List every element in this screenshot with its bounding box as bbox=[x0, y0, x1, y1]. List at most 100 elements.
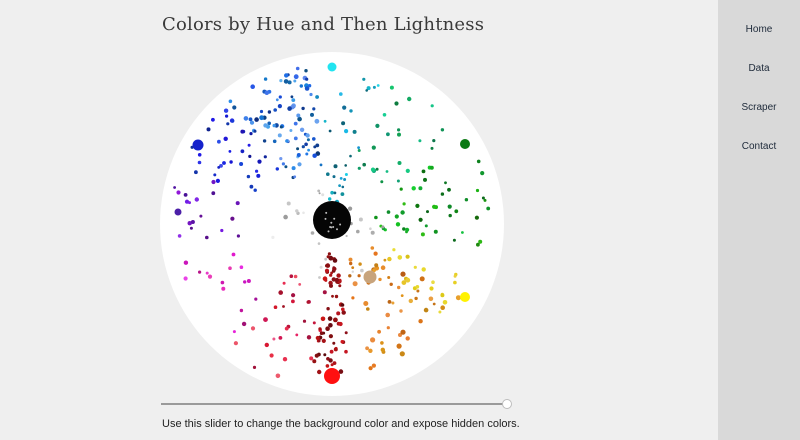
nav-item-home[interactable]: Home bbox=[745, 24, 773, 35]
color-dot bbox=[287, 80, 292, 85]
color-dot bbox=[332, 341, 336, 345]
color-dot bbox=[285, 139, 289, 143]
color-dot bbox=[430, 104, 434, 108]
color-dot bbox=[402, 227, 406, 231]
color-dot bbox=[312, 107, 316, 111]
color-dot bbox=[351, 296, 355, 300]
color-dot bbox=[293, 79, 297, 83]
color-dot bbox=[418, 186, 423, 191]
color-dot bbox=[411, 186, 416, 191]
color-dot bbox=[326, 172, 330, 176]
color-dot bbox=[344, 349, 348, 354]
color-dot bbox=[351, 270, 354, 273]
color-dot bbox=[476, 159, 481, 164]
color-dot bbox=[338, 369, 344, 374]
color-dot bbox=[348, 206, 353, 211]
color-dot bbox=[328, 129, 332, 133]
color-dot bbox=[326, 307, 330, 311]
color-dot bbox=[339, 177, 343, 180]
color-dot bbox=[222, 161, 226, 165]
color-dot bbox=[217, 166, 221, 169]
color-dot bbox=[328, 197, 332, 201]
color-dot bbox=[249, 132, 253, 136]
color-dot bbox=[418, 217, 423, 222]
color-dot bbox=[247, 143, 251, 147]
color-dot bbox=[438, 310, 442, 314]
color-dot bbox=[356, 229, 360, 234]
color-dot bbox=[344, 173, 348, 176]
color-dot bbox=[278, 290, 283, 295]
color-dot bbox=[453, 274, 457, 278]
color-dot bbox=[309, 356, 314, 361]
color-dot bbox=[351, 266, 355, 269]
background-slider-thumb[interactable] bbox=[502, 399, 512, 409]
color-dot bbox=[315, 95, 319, 99]
color-dot bbox=[389, 282, 393, 286]
color-dot bbox=[387, 300, 392, 304]
background-slider-track[interactable] bbox=[161, 403, 511, 405]
color-dot bbox=[329, 273, 333, 277]
nav-item-contact[interactable]: Contact bbox=[741, 141, 777, 152]
color-dot bbox=[291, 98, 296, 102]
color-dot bbox=[239, 308, 244, 313]
color-dot bbox=[368, 366, 373, 371]
color-dot bbox=[426, 210, 429, 214]
color-dot bbox=[324, 257, 328, 261]
nav-item-scraper[interactable]: Scraper bbox=[741, 102, 777, 113]
color-dot bbox=[320, 316, 326, 322]
color-dot bbox=[325, 211, 328, 214]
color-dot bbox=[420, 232, 425, 237]
color-dot bbox=[372, 85, 376, 89]
color-dot bbox=[440, 128, 445, 132]
color-dot bbox=[418, 319, 423, 324]
color-dot bbox=[332, 175, 336, 179]
color-dot bbox=[370, 167, 376, 172]
color-dot bbox=[387, 256, 392, 262]
color-dot bbox=[207, 274, 213, 279]
color-dot bbox=[284, 165, 288, 169]
color-dot bbox=[246, 174, 251, 179]
color-dot bbox=[340, 192, 345, 197]
slider-caption: Use this slider to change the background… bbox=[162, 418, 520, 430]
color-dot bbox=[240, 129, 245, 134]
color-dot bbox=[326, 255, 330, 259]
color-dot bbox=[415, 203, 420, 208]
color-dot bbox=[349, 154, 352, 158]
color-dot bbox=[385, 312, 390, 318]
color-dot bbox=[263, 123, 268, 128]
color-dot bbox=[360, 268, 364, 273]
color-dot bbox=[281, 162, 285, 166]
color-dot bbox=[259, 115, 264, 121]
color-dot bbox=[370, 230, 375, 235]
color-dot bbox=[383, 258, 387, 262]
color-dot bbox=[461, 231, 464, 234]
color-dot bbox=[332, 266, 337, 272]
color-dot bbox=[327, 230, 330, 233]
color-dot bbox=[231, 252, 236, 257]
color-dot bbox=[413, 265, 417, 269]
color-dot bbox=[312, 153, 317, 158]
color-dot bbox=[293, 175, 297, 179]
nav-item-data[interactable]: Data bbox=[748, 63, 770, 74]
color-dot bbox=[275, 167, 279, 171]
color-dot bbox=[387, 276, 391, 279]
color-dot bbox=[197, 160, 202, 165]
color-dot bbox=[183, 260, 189, 265]
color-dot bbox=[205, 271, 209, 275]
color-dot bbox=[177, 234, 182, 238]
color-dot bbox=[366, 307, 370, 311]
color-dot bbox=[333, 191, 337, 195]
color-dot bbox=[322, 276, 328, 281]
color-dot bbox=[235, 201, 240, 206]
color-dot bbox=[344, 164, 347, 167]
color-dot bbox=[233, 341, 238, 346]
color-dot bbox=[440, 293, 445, 298]
color-dot bbox=[271, 235, 275, 239]
color-dot bbox=[267, 121, 271, 126]
color-dot bbox=[401, 280, 407, 285]
color-dot bbox=[474, 215, 479, 220]
color-dot bbox=[357, 146, 360, 149]
color-dot bbox=[312, 359, 317, 364]
color-dot bbox=[330, 190, 334, 195]
color-dot bbox=[291, 299, 295, 304]
